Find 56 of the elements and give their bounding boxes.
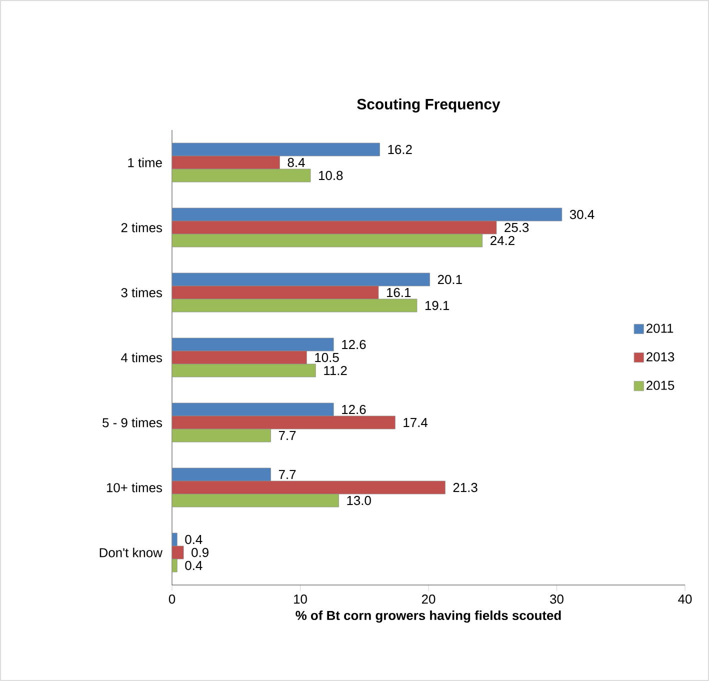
data-label: 24.2 bbox=[490, 236, 514, 246]
data-label: 8.4 bbox=[288, 158, 305, 168]
bar bbox=[172, 272, 430, 286]
bar bbox=[172, 208, 562, 222]
x-tick-label: 0 bbox=[168, 594, 176, 604]
chart-title: Scouting Frequency bbox=[357, 98, 500, 113]
bar bbox=[172, 494, 339, 508]
x-tick-label: 30 bbox=[550, 594, 564, 604]
data-label: 0.4 bbox=[185, 560, 202, 570]
bar bbox=[172, 402, 334, 416]
x-tick-label: 10 bbox=[294, 594, 307, 604]
y-tick-label: 4 times bbox=[121, 352, 162, 362]
data-label: 12.6 bbox=[342, 340, 366, 350]
data-label: 11.2 bbox=[324, 366, 347, 376]
bar bbox=[172, 298, 418, 312]
x-tick-label: 40 bbox=[678, 594, 692, 604]
bar bbox=[172, 480, 446, 494]
data-label: 13.0 bbox=[347, 496, 371, 506]
bar bbox=[172, 234, 483, 248]
data-label: 7.7 bbox=[278, 431, 296, 440]
legend-label: 2011 bbox=[646, 324, 674, 333]
data-label: 17.4 bbox=[404, 418, 428, 427]
data-label: 25.3 bbox=[504, 222, 529, 232]
bar bbox=[172, 286, 379, 300]
data-label: 0.4 bbox=[185, 534, 202, 544]
y-tick-label: 3 times bbox=[121, 288, 162, 298]
data-label: 7.7 bbox=[278, 470, 296, 479]
data-label: 12.6 bbox=[342, 404, 366, 414]
data-label: 10.5 bbox=[315, 352, 339, 362]
y-tick-label: 10+ times bbox=[106, 482, 162, 492]
data-label: 10.8 bbox=[319, 170, 343, 180]
x-tick-label: 20 bbox=[422, 594, 436, 604]
bar bbox=[172, 428, 271, 442]
data-label: 16.1 bbox=[386, 288, 411, 298]
data-label: 21.3 bbox=[453, 482, 478, 492]
bar bbox=[172, 338, 334, 352]
bar bbox=[172, 156, 280, 170]
data-label: 30.4 bbox=[570, 210, 594, 220]
legend-label: 2013 bbox=[646, 352, 674, 362]
data-label: 0.9 bbox=[192, 548, 208, 558]
bar bbox=[172, 220, 497, 234]
y-tick-label: 5 - 9 times bbox=[102, 418, 162, 428]
bar bbox=[172, 468, 271, 482]
x-axis-title: % of Bt corn growers having fields scouted bbox=[296, 610, 561, 623]
y-tick-label: 1 time bbox=[128, 158, 162, 168]
data-label: 16.2 bbox=[388, 144, 412, 154]
bar bbox=[172, 168, 311, 182]
y-tick-label: Don't know bbox=[100, 548, 162, 558]
bar bbox=[172, 416, 396, 430]
data-label: 19.1 bbox=[425, 300, 450, 310]
legend-label: 2015 bbox=[646, 380, 674, 390]
bar bbox=[172, 364, 316, 378]
y-tick-label: 2 times bbox=[121, 222, 162, 232]
data-label: 20.1 bbox=[438, 274, 462, 284]
bar bbox=[172, 142, 380, 156]
bar bbox=[172, 350, 307, 364]
